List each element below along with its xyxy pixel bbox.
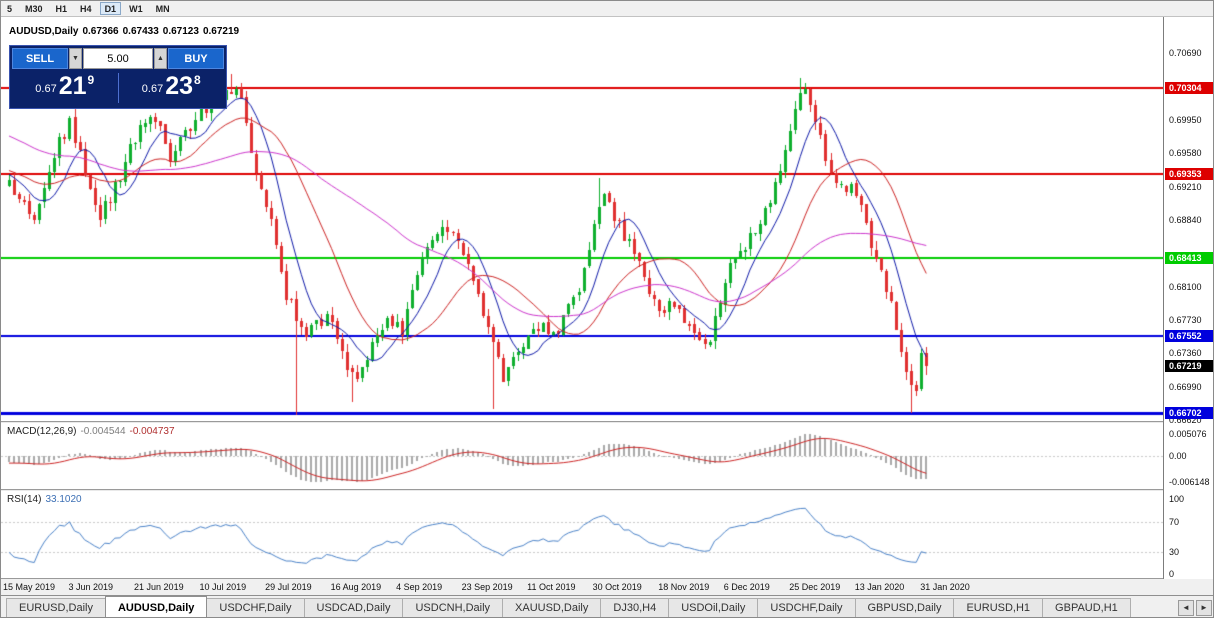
current-price-label: 0.67219 (1165, 360, 1213, 373)
date-label: 6 Dec 2019 (723, 582, 770, 592)
price-tick: 0.68100 (1169, 281, 1202, 292)
hline-price-label: 0.69353 (1165, 167, 1213, 180)
macd-tick: 0.005076 (1169, 428, 1207, 439)
volume-input[interactable] (83, 48, 153, 69)
rsi-name: RSI(14) (7, 494, 42, 505)
macd-signal-value: -0.004737 (129, 426, 175, 437)
price-tick: 0.69950 (1169, 114, 1202, 125)
date-label: 23 Sep 2019 (461, 582, 513, 592)
tab-usdchf-daily[interactable]: USDCHF,Daily (757, 598, 856, 617)
timeframe-w1[interactable]: W1 (129, 4, 143, 14)
hline-price-label: 0.68413 (1165, 252, 1213, 265)
panel-divider[interactable] (1, 421, 1213, 423)
date-label: 3 Jun 2019 (68, 582, 114, 592)
ohlc-low: 0.67123 (162, 26, 199, 37)
tab-usdoil-daily[interactable]: USDOil,Daily (668, 598, 759, 617)
chart-ohlc-title: AUDUSD,Daily 0.67366 0.67433 0.67123 0.67219 (9, 26, 243, 37)
price-tick: 0.66990 (1169, 381, 1202, 392)
price-tick: 0.69210 (1169, 181, 1202, 192)
hline-price-label: 0.66702 (1165, 406, 1213, 419)
price-axis[interactable]: 0.70690 0.69950 0.69580 0.69210 0.68840 0.681… (1163, 17, 1213, 579)
date-label: 30 Oct 2019 (592, 582, 642, 592)
ohlc-close: 0.67219 (202, 26, 240, 37)
timeframe-5[interactable]: 5 (7, 4, 13, 14)
tab-usdchf-daily[interactable]: USDCHF,Daily (206, 598, 305, 617)
date-label: 15 May 2019 (3, 582, 56, 592)
sell-price-big: 21 (58, 72, 87, 100)
macd-tick: 0.00 (1169, 450, 1187, 461)
rsi-tick: 30 (1169, 546, 1180, 557)
rsi-tick: 0 (1169, 569, 1175, 579)
rsi-indicator-canvas[interactable] (1, 491, 1163, 578)
price-tick: 0.70690 (1169, 48, 1202, 59)
panel-divider[interactable] (1, 489, 1213, 491)
tab-xauusd-daily[interactable]: XAUUSD,Daily (502, 598, 602, 617)
rsi-tick: 70 (1169, 516, 1180, 527)
buy-price-big: 23 (165, 72, 194, 100)
date-label: 16 Aug 2019 (330, 582, 382, 592)
price-tick: 0.68840 (1169, 214, 1202, 225)
volume-up-button[interactable]: ▲ (154, 48, 167, 69)
date-label: 25 Dec 2019 (789, 582, 841, 592)
date-label: 21 Jun 2019 (134, 582, 184, 592)
rsi-value: 33.1020 (45, 494, 82, 505)
date-label: 29 Jul 2019 (265, 582, 312, 592)
rsi-title: RSI(14) 33.1020 (7, 494, 86, 505)
tabs-scroll-right-button[interactable]: ► (1196, 600, 1212, 616)
volume-down-button[interactable]: ▼ (69, 48, 82, 69)
date-label: 11 Oct 2019 (527, 582, 576, 592)
timeframe-d1[interactable]: D1 (99, 2, 122, 15)
sell-price-display[interactable]: 0.67 21 9 (12, 73, 118, 102)
price-tick: 0.67730 (1169, 315, 1202, 325)
tab-dj30-h4[interactable]: DJ30,H4 (600, 598, 670, 617)
date-axis[interactable]: 15 May 2019 3 Jun 2019 21 Jun 2019 10 Jul 2… (1, 579, 1163, 595)
timeframe-m30[interactable]: M30 (25, 4, 43, 14)
tab-usdcad-daily[interactable]: USDCAD,Daily (303, 598, 404, 617)
date-label: 31 Jan 2020 (920, 582, 970, 592)
date-label: 4 Sep 2019 (396, 582, 443, 592)
sell-button[interactable]: SELL (12, 48, 68, 69)
buy-button[interactable]: BUY (168, 48, 224, 69)
buy-price-prefix: 0.67 (141, 83, 164, 95)
caret-up-icon: ▲ (157, 55, 164, 62)
date-label: 10 Jul 2019 (199, 582, 247, 592)
macd-title: MACD(12,26,9) -0.004544 -0.004737 (7, 426, 179, 437)
tab-eurusd-h1[interactable]: EURUSD,H1 (953, 598, 1044, 617)
chart-symbol: AUDUSD,Daily (9, 26, 79, 37)
tab-usdcnh-daily[interactable]: USDCNH,Daily (402, 598, 504, 617)
macd-tick: -0.006148 (1169, 476, 1210, 487)
chart-tab-bar: EURUSD,Daily AUDUSD,Daily USDCHF,Daily USDC… (1, 595, 1213, 617)
sell-price-sup: 9 (87, 73, 95, 87)
tab-gbpaud-h1[interactable]: GBPAUD,H1 (1042, 598, 1131, 617)
price-tick: 0.66620 (1169, 415, 1202, 426)
macd-name: MACD(12,26,9) (7, 426, 77, 437)
timeframe-mn[interactable]: MN (155, 4, 170, 14)
macd-main-value: -0.004544 (80, 426, 126, 437)
price-tick: 0.69580 (1169, 148, 1202, 159)
panel-divider (1, 578, 1213, 579)
sell-price-prefix: 0.67 (35, 83, 57, 95)
price-tick: 0.67360 (1169, 348, 1202, 359)
ohlc-open: 0.67366 (82, 26, 119, 37)
date-label: 13 Jan 2020 (854, 582, 905, 592)
tab-gbpusd-daily[interactable]: GBPUSD,Daily (854, 598, 955, 617)
tab-audusd-daily[interactable]: AUDUSD,Daily (104, 596, 208, 617)
hline-price-label: 0.67552 (1165, 330, 1213, 343)
price-divider (117, 72, 119, 103)
date-label: 18 Nov 2019 (658, 582, 710, 592)
caret-down-icon: ▼ (72, 55, 79, 62)
macd-indicator-canvas[interactable] (1, 423, 1163, 489)
timeframe-toolbar: 5 M30 H1 H4 D1 W1 MN (1, 1, 1213, 17)
hline-price-label: 0.70304 (1165, 81, 1213, 94)
tabs-scroll-left-button[interactable]: ◄ (1178, 600, 1194, 616)
ohlc-high: 0.67433 (122, 26, 159, 37)
buy-price-display[interactable]: 0.67 23 8 (119, 73, 225, 102)
rsi-tick: 100 (1169, 494, 1185, 504)
tab-eurusd-daily[interactable]: EURUSD,Daily (6, 598, 106, 617)
timeframe-h4[interactable]: H4 (80, 4, 92, 14)
buy-price-sup: 8 (194, 73, 201, 87)
timeframe-h1[interactable]: H1 (55, 4, 68, 14)
